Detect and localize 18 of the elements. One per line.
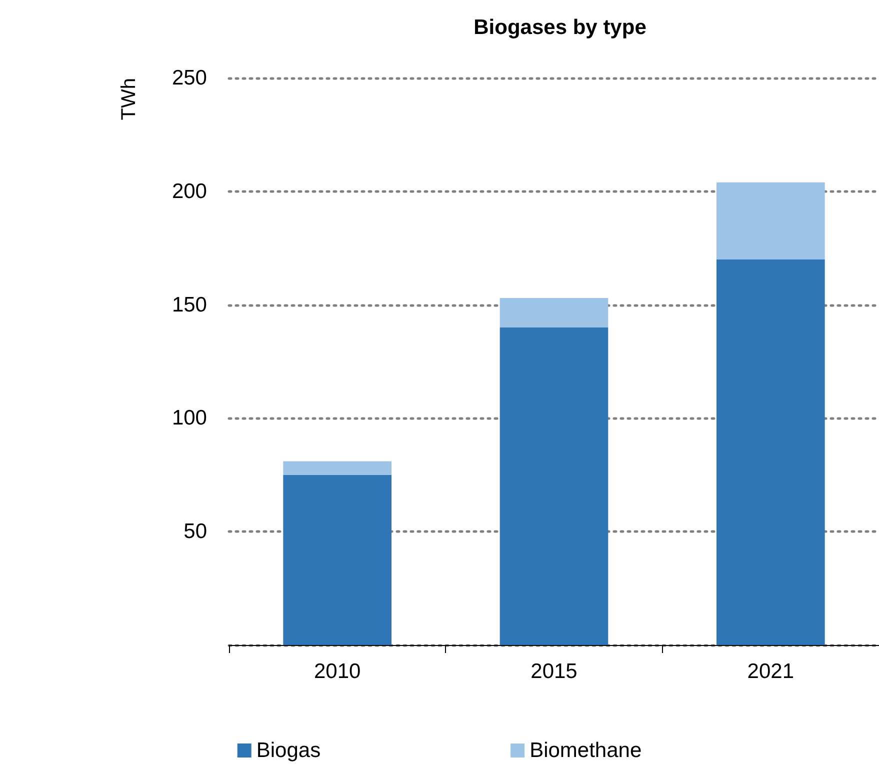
- bar: [716, 259, 825, 645]
- x-tick-label: 2015: [530, 660, 578, 683]
- chart-title: Biogases by type: [474, 16, 646, 39]
- y-tick-label: 50: [184, 520, 207, 544]
- bar: [716, 182, 825, 260]
- y-axis-title: TWh: [118, 78, 140, 120]
- bar: [283, 474, 392, 645]
- bar: [500, 298, 608, 328]
- x-tick-label: 2010: [314, 660, 361, 683]
- x-tick-label: 2021: [747, 660, 794, 683]
- y-tick-label: 100: [172, 406, 207, 430]
- y-tick-label: 250: [172, 66, 207, 90]
- bar: [500, 327, 608, 645]
- y-tick-label: 150: [172, 293, 207, 316]
- bar: [283, 461, 392, 475]
- y-tick-label: 200: [172, 180, 207, 203]
- legend-label: Biogas: [256, 739, 321, 762]
- legend-label: Biomethane: [530, 739, 642, 762]
